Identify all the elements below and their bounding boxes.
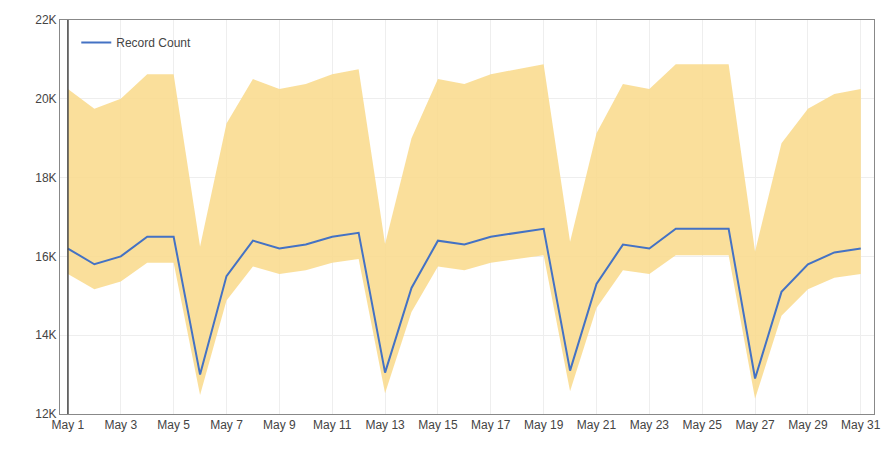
svg-text:May 25: May 25 [683, 418, 723, 432]
svg-text:12K: 12K [35, 407, 56, 421]
svg-text:May 1: May 1 [52, 418, 85, 432]
svg-text:May 13: May 13 [365, 418, 405, 432]
svg-text:May 15: May 15 [418, 418, 458, 432]
svg-text:14K: 14K [35, 328, 56, 342]
svg-text:May 29: May 29 [788, 418, 828, 432]
svg-text:May 31: May 31 [841, 418, 881, 432]
svg-text:16K: 16K [35, 250, 56, 264]
svg-text:May 27: May 27 [735, 418, 775, 432]
svg-text:Record Count: Record Count [116, 36, 191, 50]
svg-text:May 5: May 5 [157, 418, 190, 432]
svg-text:May 3: May 3 [104, 418, 137, 432]
svg-text:18K: 18K [35, 171, 56, 185]
svg-text:20K: 20K [35, 92, 56, 106]
svg-text:May 21: May 21 [577, 418, 617, 432]
svg-text:May 11: May 11 [313, 418, 352, 432]
svg-text:May 9: May 9 [263, 418, 296, 432]
svg-text:May 19: May 19 [524, 418, 564, 432]
svg-text:May 17: May 17 [471, 418, 511, 432]
svg-text:May 23: May 23 [630, 418, 670, 432]
svg-text:22K: 22K [35, 13, 56, 27]
svg-text:May 7: May 7 [210, 418, 243, 432]
